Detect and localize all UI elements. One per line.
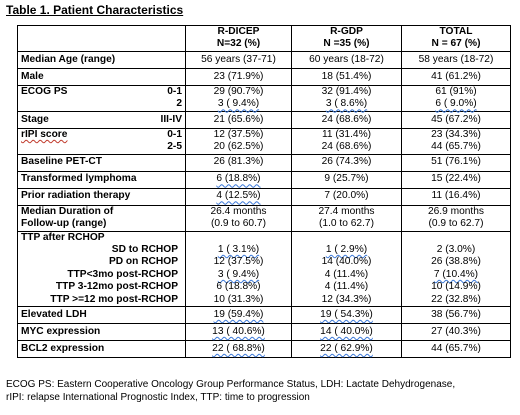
table-row-age: Median Age (range) 56 years (37-71) 60 y… xyxy=(17,50,511,69)
cell-value: 27.4 months (1.0 to 62.7) xyxy=(291,204,402,232)
table-row-ldh: Elevated LDH 19 (59.4%) 19 ( 54.3%) 38 (… xyxy=(17,306,511,325)
row-label: Elevated LDH xyxy=(17,306,186,325)
row-sublabel: 0-1 xyxy=(167,128,182,140)
row-label: MYC expression xyxy=(17,323,186,342)
cell-value: 38 (56.7%) xyxy=(401,306,511,325)
row-label: Median Age (range) xyxy=(17,50,186,69)
cell-value: 7 (20.0%) xyxy=(291,187,402,206)
cell-value: 18 (51.4%) xyxy=(291,67,402,86)
table-row-pet: Baseline PET-CT 26 (81.3%) 26 (74.3%) 51… xyxy=(17,153,511,172)
table-row-bcl2: BCL2 expression 22 ( 68.8%) 22 ( 62.9%) … xyxy=(17,340,511,359)
table-row-transformed: Transformed lymphoma 6 (18.8%) 9 (25.7%)… xyxy=(17,170,511,189)
table-row-ecog: ECOG PS 0-1 2 29 (90.7%) 3 ( 9.4%) 32 (91… xyxy=(17,84,511,112)
row-sublabel: 0-1 xyxy=(167,85,182,97)
cell-value: 27 (40.3%) xyxy=(401,323,511,342)
cell-value: 23 (71.9%) xyxy=(185,67,292,86)
footnote-line: ECOG PS: Eastern Cooperative Oncology Gr… xyxy=(6,379,456,390)
cell-value: 41 (61.2%) xyxy=(401,67,511,86)
row-label-cell: Stage III-IV xyxy=(17,110,186,129)
row-sublabel: 2-5 xyxy=(167,141,182,153)
header-empty-cell xyxy=(17,25,186,52)
footnote-line: rIPI: relapse International Prognostic I… xyxy=(6,392,310,404)
cell-value: 15 (22.4%) xyxy=(401,170,511,189)
cell-value: 11 (16.4%) xyxy=(401,187,511,206)
row-sublabel: III-IV xyxy=(160,113,182,125)
row-sublabel: 2 xyxy=(176,98,182,110)
cell-value: 44 (65.7%) xyxy=(401,340,511,359)
row-label: Male xyxy=(17,67,186,86)
cell-value: 4 (12.5%) xyxy=(185,187,292,206)
cell-value: 2 (3.0%) 26 (38.8%) 7 (10.4%) 10 (14.9%)… xyxy=(401,230,511,308)
row-label: Median Duration of xyxy=(21,205,114,217)
cell-value: 26.4 months (0.9 to 60.7) xyxy=(185,204,292,232)
cell-value: 11 (31.4%) 24 (68.6%) xyxy=(291,127,402,155)
cell-value: 23 (34.3%) 44 (65.7%) xyxy=(401,127,511,155)
column-n: N = 67 (%) xyxy=(431,38,481,50)
column-name: R-GDP xyxy=(330,26,363,37)
table-title: Table 1. Patient Characteristics xyxy=(6,3,184,17)
row-label: Transformed lymphoma xyxy=(17,170,186,189)
table-row-ttp: TTP after RCHOP SD to RCHOP PD on RCHOP … xyxy=(17,230,511,308)
header-row: R-DICEP N=32 (%) R-GDP N =35 (%) TOTAL N… xyxy=(17,25,511,52)
cell-value: 32 (91.4%) 3 ( 8.6%) xyxy=(291,84,402,112)
column-header-total: TOTAL N = 67 (%) xyxy=(401,25,511,52)
cell-value: 19 ( 54.3%) xyxy=(291,306,402,325)
patient-characteristics-table: R-DICEP N=32 (%) R-GDP N =35 (%) TOTAL N… xyxy=(17,25,511,359)
cell-value: 45 (67.2%) xyxy=(401,110,511,129)
row-sublabel: TTP >=12 mo post-RCHOP xyxy=(50,293,178,305)
table-row-ripi: rIPI score 0-1 2-5 12 (37.5%) 20 (62.5%) … xyxy=(17,127,511,155)
cell-value: 58 years (18-72) xyxy=(401,50,511,69)
row-label: Follow-up (range) xyxy=(21,218,107,230)
row-label: ECOG PS xyxy=(21,85,68,97)
table-row-myc: MYC expression 13 ( 40.6%) 14 ( 40.0%) 2… xyxy=(17,323,511,342)
row-label-cell: Median Duration of Follow-up (range) xyxy=(17,204,186,232)
row-sublabel: PD on RCHOP xyxy=(108,256,178,268)
cell-value: 56 years (37-71) xyxy=(185,50,292,69)
cell-value: 22 ( 62.9%) xyxy=(291,340,402,359)
cell-value: 51 (76.1%) xyxy=(401,153,511,172)
table-row-followup: Median Duration of Follow-up (range) 26.… xyxy=(17,204,511,232)
table-row-male: Male 23 (71.9%) 18 (51.4%) 41 (61.2%) xyxy=(17,67,511,86)
table-row-stage: Stage III-IV 21 (65.6%) 24 (68.6%) 45 (6… xyxy=(17,110,511,129)
cell-value: 9 (25.7%) xyxy=(291,170,402,189)
column-n: N =35 (%) xyxy=(323,38,370,50)
cell-value: 14 ( 40.0%) xyxy=(291,323,402,342)
column-name: R-DICEP xyxy=(217,26,260,37)
cell-value: 1 ( 2.9%) 14 (40.0%) 4 (11.4%) 4 (11.4%)… xyxy=(291,230,402,308)
row-label: Prior radiation therapy xyxy=(17,187,186,206)
row-label: TTP after RCHOP xyxy=(21,231,105,243)
row-sublabel: TTP<3mo post-RCHOP xyxy=(67,268,178,280)
cell-value: 61 (91%) 6 ( 9.0%) xyxy=(401,84,511,112)
column-header-rgdp: R-GDP N =35 (%) xyxy=(291,25,402,52)
row-label-cell: TTP after RCHOP SD to RCHOP PD on RCHOP … xyxy=(17,230,186,308)
row-sublabel: TTP 3-12mo post-RCHOP xyxy=(55,281,178,293)
cell-value: 60 years (18-72) xyxy=(291,50,402,69)
cell-value: 1 ( 3.1%) 12 (37.5%) 3 ( 9.4%) 6 (18.8%)… xyxy=(185,230,292,308)
column-n: N=32 (%) xyxy=(216,38,261,50)
cell-value: 26.9 months (0.9 to 62.7) xyxy=(401,204,511,232)
cell-value: 12 (37.5%) 20 (62.5%) xyxy=(185,127,292,155)
column-header-rdicep: R-DICEP N=32 (%) xyxy=(185,25,292,52)
cell-value: 26 (74.3%) xyxy=(291,153,402,172)
cell-value: 26 (81.3%) xyxy=(185,153,292,172)
row-label: BCL2 expression xyxy=(17,340,186,359)
row-label-cell: rIPI score 0-1 2-5 xyxy=(17,127,186,155)
cell-value: 22 ( 68.8%) xyxy=(185,340,292,359)
row-label: Stage xyxy=(21,113,49,125)
cell-value: 29 (90.7%) 3 ( 9.4%) xyxy=(185,84,292,112)
column-name: TOTAL xyxy=(439,26,473,37)
cell-value: 13 ( 40.6%) xyxy=(185,323,292,342)
cell-value: 24 (68.6%) xyxy=(291,110,402,129)
cell-value: 19 (59.4%) xyxy=(185,306,292,325)
cell-value: 6 (18.8%) xyxy=(185,170,292,189)
row-sublabel: SD to RCHOP xyxy=(111,243,178,255)
row-label: Baseline PET-CT xyxy=(17,153,186,172)
row-label-cell: ECOG PS 0-1 2 xyxy=(17,84,186,112)
cell-value: 21 (65.6%) xyxy=(185,110,292,129)
table-row-radiation: Prior radiation therapy 4 (12.5%) 7 (20.… xyxy=(17,187,511,206)
table-footnote: ECOG PS: Eastern Cooperative Oncology Gr… xyxy=(6,378,518,404)
row-label: rIPI score xyxy=(21,128,68,140)
